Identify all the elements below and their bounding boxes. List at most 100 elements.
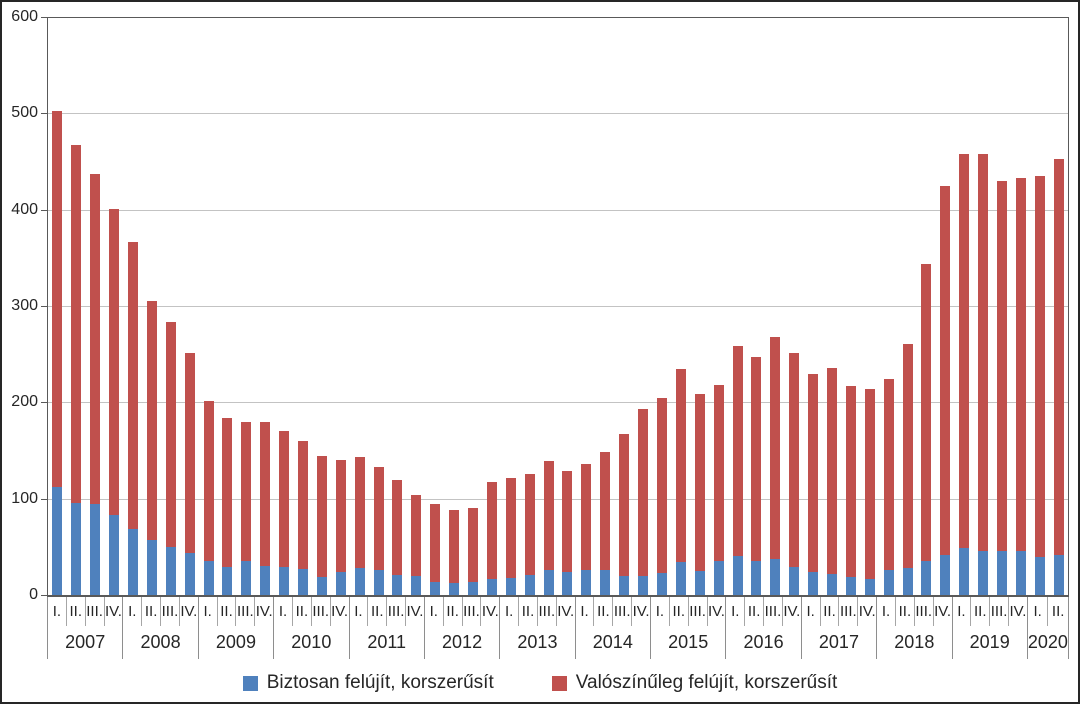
bar-2012-I — [430, 503, 441, 595]
quarter-row: I. II. III. IV. — [953, 597, 1027, 626]
bar-segment-valoszinuleg — [203, 401, 214, 562]
bar-slot-2016-II — [747, 17, 766, 595]
year-group-2013: I. II. III. IV. 2013 — [500, 597, 576, 659]
bar-slot-2009-II — [218, 17, 237, 595]
bar-segment-valoszinuleg — [524, 473, 535, 575]
bar-2020-I — [1034, 175, 1045, 595]
bar-slot-2012-III — [464, 17, 483, 595]
year-label-2011: 2011 — [367, 632, 407, 652]
bar-2016-II — [751, 357, 762, 595]
bar-segment-biztosan — [524, 574, 535, 595]
bar-slot-2017-II — [823, 17, 842, 595]
bar-slot-2007-IV — [105, 17, 124, 595]
bar-segment-valoszinuleg — [71, 145, 82, 503]
bar-2016-III — [770, 336, 781, 595]
bar-slot-2007-III — [86, 17, 105, 595]
quarter-label-2019-III: III. — [990, 597, 1010, 626]
bar-slot-2011-IV — [407, 17, 426, 595]
bar-slot-2018-III — [917, 17, 936, 595]
quarter-row: I. II. III. IV. — [802, 597, 876, 626]
year-label-2015: 2015 — [668, 632, 709, 652]
bar-segment-valoszinuleg — [921, 263, 932, 562]
bar-segment-biztosan — [1053, 554, 1064, 595]
quarter-row: I. II. III. IV. — [576, 597, 650, 626]
year-label-2009: 2009 — [215, 632, 256, 652]
y-tick-100 — [41, 498, 47, 500]
year-group-2017: I. II. III. IV. 2017 — [802, 597, 878, 659]
bar-segment-valoszinuleg — [770, 336, 781, 560]
bar-segment-valoszinuleg — [1034, 175, 1045, 558]
bar-slot-2010-III — [312, 17, 331, 595]
quarter-label-2011-I: I. — [350, 597, 369, 626]
bar-segment-valoszinuleg — [260, 421, 271, 567]
bar-slot-2011-I — [350, 17, 369, 595]
year-label-2014: 2014 — [592, 632, 633, 652]
bar-segment-biztosan — [335, 571, 346, 595]
quarter-label-2015-I: I. — [651, 597, 670, 626]
gridline-500 — [47, 113, 1069, 115]
bar-slot-2017-I — [804, 17, 823, 595]
bar-slot-2012-I — [426, 17, 445, 595]
bar-segment-valoszinuleg — [222, 417, 233, 568]
bar-2010-III — [316, 456, 327, 595]
quarter-label-2007-IV: IV. — [104, 603, 122, 620]
bar-slot-2008-III — [161, 17, 180, 595]
quarter-label-2018-I: I. — [877, 597, 896, 626]
year-group-2012: I. II. III. IV. 2012 — [425, 597, 501, 659]
bar-segment-valoszinuleg — [732, 345, 743, 557]
bar-slot-2008-II — [142, 17, 161, 595]
quarter-row: I. II. III. IV. — [726, 597, 800, 626]
bar-slot-2012-II — [445, 17, 464, 595]
bar-2019-II — [978, 153, 989, 595]
y-axis-label-200: 200 — [11, 393, 38, 411]
bar-segment-valoszinuleg — [978, 153, 989, 551]
quarter-row: I. II. III. IV. — [123, 597, 197, 626]
quarter-label-2010-I: I. — [274, 597, 293, 626]
x-axis-line — [47, 595, 1069, 597]
plot-top-border — [47, 17, 1069, 18]
bar-slot-2011-II — [369, 17, 388, 595]
quarter-label-2018-IV: IV. — [934, 603, 952, 620]
bar-segment-valoszinuleg — [128, 242, 138, 529]
quarter-label-2007-II: II. — [67, 597, 86, 626]
year-group-2015: I. II. III. IV. 2015 — [651, 597, 727, 659]
bar-2010-I — [279, 431, 290, 595]
bar-2017-II — [826, 367, 837, 595]
bar-segment-biztosan — [845, 576, 856, 595]
bar-segment-biztosan — [316, 576, 327, 595]
bar-2009-III — [241, 421, 252, 595]
y-tick-300 — [41, 306, 47, 307]
y-tick-600 — [41, 17, 47, 18]
y-axis-label-0: 0 — [29, 586, 38, 603]
quarter-label-2019-II: II. — [971, 597, 991, 626]
bar-slot-2016-IV — [785, 17, 804, 595]
bar-segment-biztosan — [165, 546, 176, 595]
year-label-2008: 2008 — [140, 632, 181, 652]
bar-slot-2010-II — [294, 17, 313, 595]
bar-slot-2012-IV — [482, 17, 501, 595]
year-label-2012: 2012 — [442, 632, 483, 652]
legend-swatch-blue-icon — [242, 675, 258, 691]
bar-segment-biztosan — [940, 554, 951, 595]
bar-segment-valoszinuleg — [864, 388, 875, 579]
bar-slot-2019-II — [974, 17, 993, 595]
bar-segment-biztosan — [864, 578, 875, 595]
bar-segment-valoszinuleg — [486, 482, 497, 579]
quarter-label-2019-I: I. — [953, 597, 972, 626]
quarter-label-2013-I: I. — [500, 597, 520, 626]
bar-segment-biztosan — [638, 575, 649, 595]
bar-2011-III — [392, 480, 403, 595]
bar-segment-valoszinuleg — [656, 397, 667, 573]
quarter-label-2011-III: III. — [387, 597, 407, 626]
bar-segment-biztosan — [600, 569, 611, 595]
bar-2008-I — [128, 242, 138, 595]
bar-segment-valoszinuleg — [789, 353, 800, 568]
bar-2014-IV — [638, 409, 649, 595]
bar-slot-2013-I — [501, 17, 520, 595]
year-label-2019: 2019 — [969, 632, 1010, 652]
quarter-label-2014-I: I. — [576, 597, 595, 626]
y-axis-line — [47, 17, 48, 595]
quarter-label-2015-IV: IV. — [707, 603, 725, 620]
bar-slot-2014-IV — [634, 17, 653, 595]
bar-2012-IV — [486, 482, 497, 595]
